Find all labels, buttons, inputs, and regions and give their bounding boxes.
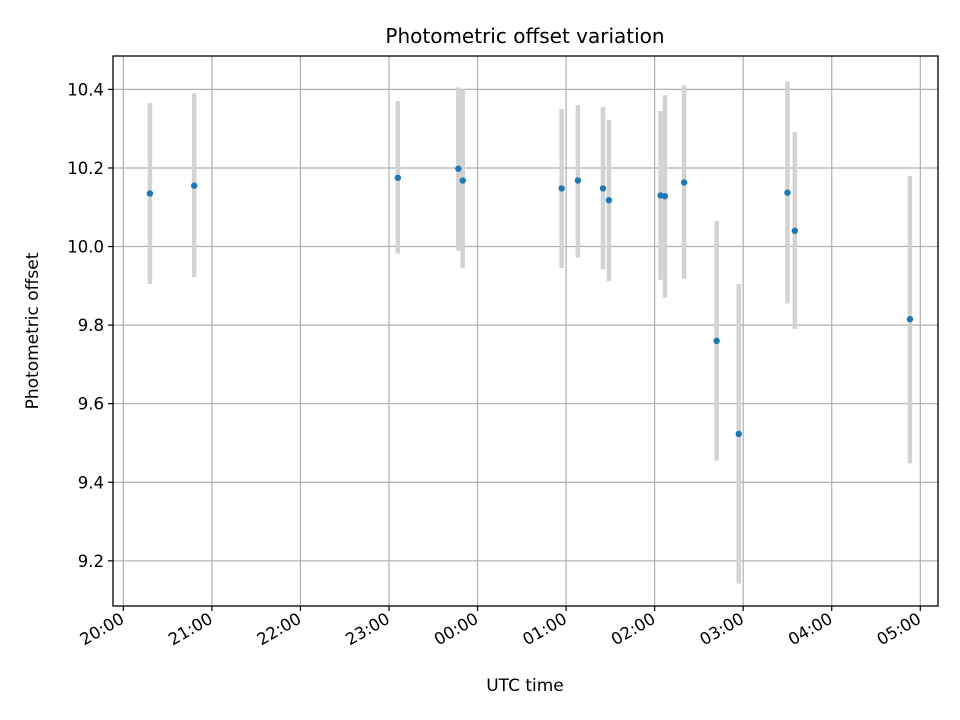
grid-lines xyxy=(113,56,938,606)
chart-title: Photometric offset variation xyxy=(385,24,664,48)
data-point xyxy=(558,185,565,192)
data-point xyxy=(680,179,688,186)
data-point xyxy=(661,193,669,200)
y-tick-label: 9.2 xyxy=(78,552,104,571)
data-point xyxy=(784,189,791,196)
data-point xyxy=(459,177,466,184)
data-point xyxy=(146,190,154,197)
data-point xyxy=(599,185,607,192)
plot-frame xyxy=(112,55,939,607)
y-axis-ticks: 9.2 9.4 9.6 9.8 10.0 10.2 10.4 xyxy=(67,80,113,571)
data-point xyxy=(906,316,914,323)
y-tick-label: 9.8 xyxy=(78,316,104,335)
data-point xyxy=(190,182,198,189)
data-point xyxy=(735,430,742,438)
data-point xyxy=(791,227,799,235)
y-tick-label: 10.2 xyxy=(67,159,104,178)
y-tick-label: 10.4 xyxy=(67,80,104,99)
data-point xyxy=(574,177,582,184)
data-point xyxy=(455,165,462,172)
data-points xyxy=(146,165,914,438)
data-point xyxy=(394,174,402,181)
y-axis-label: Photometric offset xyxy=(23,252,43,409)
y-tick-label: 10.0 xyxy=(67,238,104,257)
x-axis-label: UTC time xyxy=(486,676,564,696)
y-tick-label: 9.6 xyxy=(78,395,104,414)
y-tick-label: 9.4 xyxy=(78,473,104,492)
data-point xyxy=(605,196,613,204)
data-point xyxy=(713,337,720,345)
